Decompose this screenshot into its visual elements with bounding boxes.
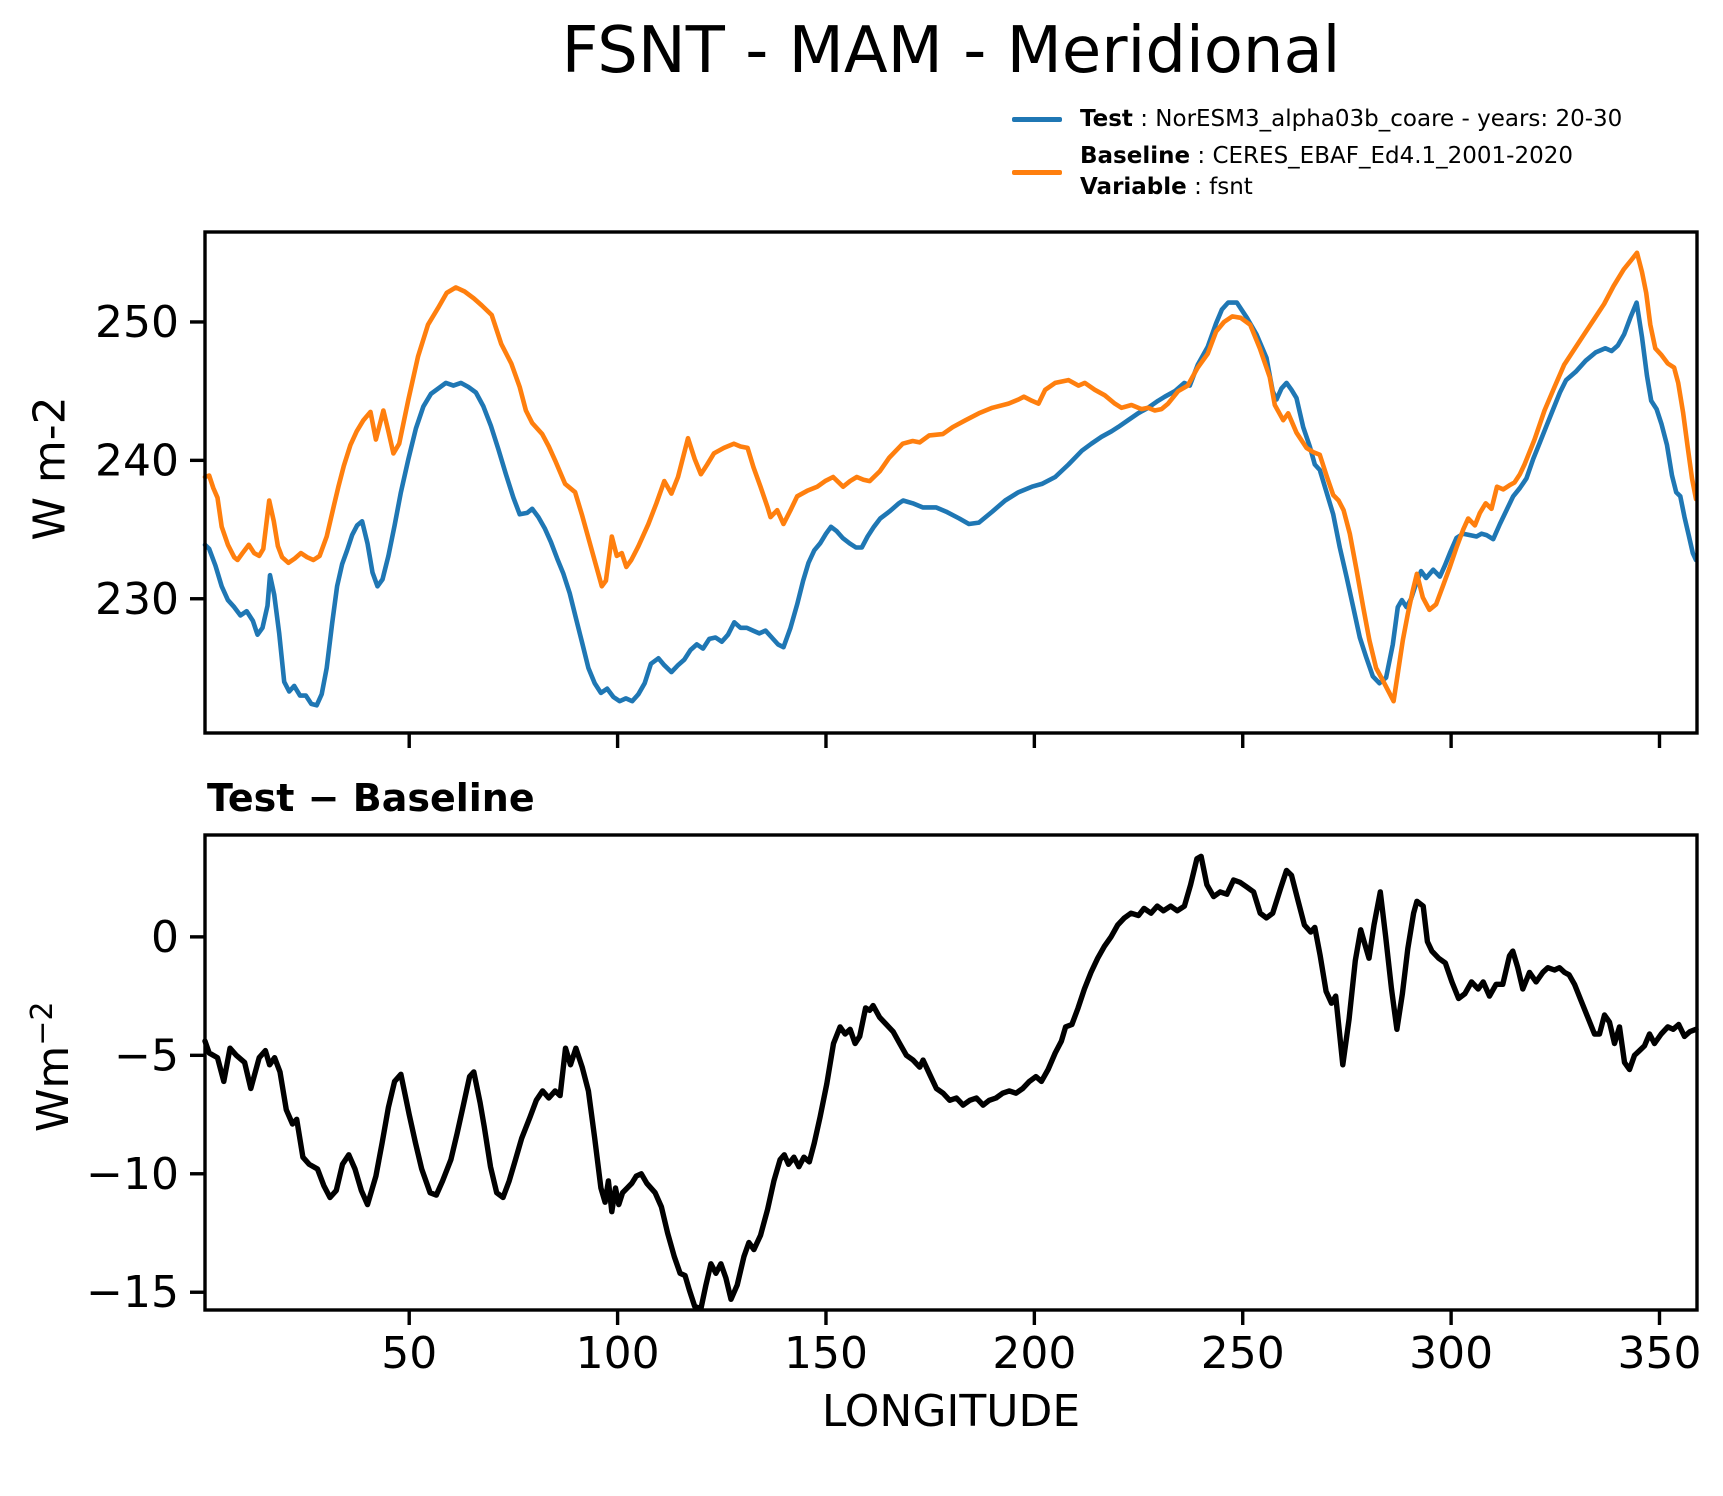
x-tick-label: 350 (1617, 1328, 1701, 1379)
panel-difference: −15 −10 −5 0 50 100 150 200 250 300 350 (86, 833, 1701, 1379)
series-line-baseline (202, 250, 1699, 704)
y-tick-label: −10 (86, 1149, 179, 1200)
y-tick-label: 250 (95, 297, 179, 348)
x-tick-label: 300 (1409, 1328, 1493, 1379)
panel-comparison: 230 240 250 (95, 230, 1699, 748)
x-tick-label: 50 (381, 1328, 437, 1379)
difference-panel-title: Test − Baseline (207, 776, 535, 820)
legend-label-baseline-line1: Baseline : CERES_EBAF_Ed4.1_2001-2020 (1080, 143, 1574, 169)
x-tick-label: 100 (576, 1328, 660, 1379)
baseline-line-swatch (1012, 169, 1062, 175)
legend-label-baseline: Baseline : CERES_EBAF_Ed4.1_2001-2020 Va… (1080, 141, 1573, 203)
x-tick-label: 150 (784, 1328, 868, 1379)
test-line-swatch (1012, 117, 1062, 122)
series-line-test-minus-baseline (202, 853, 1699, 1312)
legend-label-variable: Variable : fsnt (1080, 174, 1253, 200)
y-tick-label: 240 (95, 435, 179, 486)
legend-item-test: Test : NorESM3_alpha03b_coare - years: 2… (1012, 104, 1622, 135)
y-tick-label: −5 (114, 1030, 179, 1081)
chart-title: FSNT - MAM - Meridional (561, 14, 1341, 88)
y-tick-label: 230 (95, 574, 179, 625)
x-axis-label: LONGITUDE (821, 1386, 1081, 1437)
series-line-test (202, 300, 1699, 708)
legend-item-baseline: Baseline : CERES_EBAF_Ed4.1_2001-2020 Va… (1012, 141, 1622, 203)
y-tick-label: 0 (151, 912, 179, 963)
x-tick-label: 250 (1201, 1328, 1285, 1379)
x-tick-label: 200 (992, 1328, 1076, 1379)
axes-frame (203, 833, 1699, 1312)
y-tick-label: −15 (86, 1267, 179, 1318)
legend-label-test: Test : NorESM3_alpha03b_coare - years: 2… (1080, 106, 1623, 132)
legend: Test : NorESM3_alpha03b_coare - years: 2… (1012, 104, 1622, 209)
axes-frame (203, 230, 1699, 735)
bottom-y-axis-label: Wm−2 (25, 1001, 79, 1133)
top-y-axis-label: W m-2 (24, 396, 76, 541)
